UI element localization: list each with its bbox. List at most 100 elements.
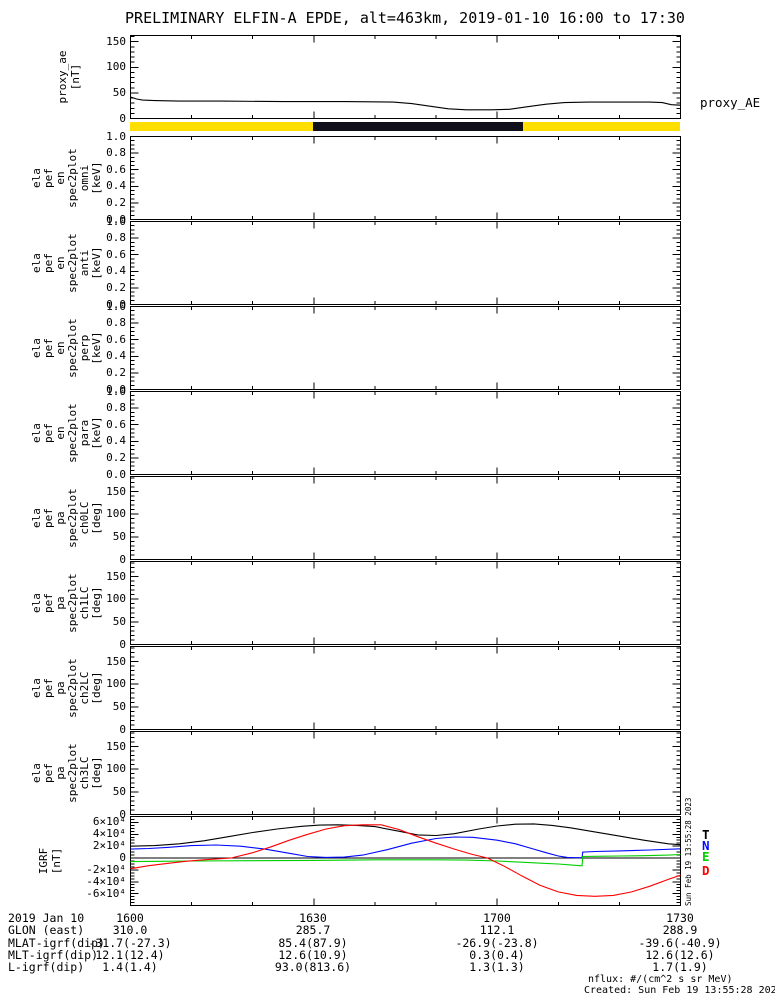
y-tick-label: 1.0 — [106, 384, 126, 398]
y-tick-label: 4×10⁴ — [92, 827, 126, 841]
y-tick-label: 0.0 — [106, 212, 126, 226]
y-tick-label: 0.4 — [106, 264, 126, 278]
panel-en-anti — [130, 221, 681, 305]
y-axis-label: [deg] — [90, 755, 103, 790]
y-axis-label: [deg] — [90, 500, 103, 535]
panel-proxy-ae — [130, 35, 681, 119]
y-tick-label: 0.0 — [106, 382, 126, 396]
y-axis-label: [nT] — [50, 847, 63, 874]
y-tick-label: 0.8 — [106, 316, 126, 330]
y-tick-label: 100 — [106, 677, 126, 691]
y-axis-label: [keV] — [90, 415, 103, 450]
y-tick-label: 6×10⁴ — [92, 815, 126, 829]
y-tick-label: 100 — [106, 592, 126, 606]
y-tick-label: 0.6 — [106, 162, 126, 176]
y-tick-label: 0.8 — [106, 146, 126, 160]
y-tick-label: 50 — [112, 529, 126, 543]
y-tick-label: 0 — [119, 111, 126, 125]
ephemeris-row-label: MLAT-igrf(dip) — [8, 936, 105, 950]
y-tick-label: 0.6 — [106, 417, 126, 431]
y-tick-label: 0.6 — [106, 247, 126, 261]
y-tick-label: 2×10⁴ — [92, 839, 126, 853]
created-timestamp: Created: Sun Feb 19 13:55:28 2023 — [584, 985, 775, 996]
ephemeris-value: 1.4(1.4) — [102, 960, 158, 974]
y-axis-label: [nT] — [69, 63, 82, 90]
series-D — [130, 824, 681, 897]
y-tick-label: 0.2 — [106, 280, 126, 294]
panel-pa-ch3lc — [130, 731, 681, 815]
y-tick-label: -2×10⁴ — [86, 862, 126, 876]
x-tick-label: 1630 — [299, 911, 327, 925]
y-tick-label: -4×10⁴ — [86, 874, 126, 888]
y-tick-label: 50 — [112, 699, 126, 713]
ephemeris-value: 93.0(813.6) — [274, 960, 352, 974]
ephemeris-value: 288.9 — [662, 923, 698, 937]
y-tick-label: 1.0 — [106, 214, 126, 228]
y-tick-label: 0 — [119, 637, 126, 651]
legend-item-T: T — [702, 827, 710, 842]
y-tick-label: 150 — [106, 484, 126, 498]
ephemeris-value: 1.3(1.3) — [469, 960, 525, 974]
ephemeris-value: 0.3(0.4) — [469, 948, 525, 962]
y-tick-label: -6×10⁴ — [86, 886, 126, 900]
panel-en-omni — [130, 136, 681, 220]
ephemeris-value: -39.6(-40.9) — [638, 936, 722, 950]
legend-item-N: N — [702, 838, 710, 853]
y-tick-label: 0.4 — [106, 179, 126, 193]
y-tick-label: 150 — [106, 654, 126, 668]
y-tick-label: 0.2 — [106, 365, 126, 379]
ephemeris-value: 310.0 — [112, 923, 148, 937]
y-axis-label: [keV] — [90, 160, 103, 195]
legend-item-D: D — [702, 863, 710, 878]
panel-en-perp — [130, 306, 681, 390]
proxy-ae-series-label: proxy_AE — [700, 95, 761, 110]
y-axis-label: proxy_ae — [56, 50, 69, 103]
ephemeris-value: 12.6(10.9) — [278, 948, 348, 962]
ephemeris-value: 12.6(12.6) — [645, 948, 715, 962]
y-tick-label: 0 — [119, 552, 126, 566]
ephemeris-value: 112.1 — [479, 923, 515, 937]
ephemeris-value: 12.1(12.4) — [95, 948, 165, 962]
flux-units-note: nflux: #/(cm^2 s sr MeV) — [588, 974, 733, 985]
ephemeris-row-label: 2019 Jan 10 — [8, 911, 85, 925]
y-tick-label: 150 — [106, 569, 126, 583]
y-tick-label: 0.8 — [106, 401, 126, 415]
panel-igrf — [130, 816, 681, 906]
y-tick-label: 50 — [112, 614, 126, 628]
y-axis-label: [keV] — [90, 330, 103, 365]
status-bar-segment — [313, 122, 523, 131]
y-tick-label: 0.8 — [106, 231, 126, 245]
y-tick-label: 150 — [106, 34, 126, 48]
ephemeris-value: -31.7(-27.3) — [88, 936, 172, 950]
y-axis-label: [deg] — [90, 670, 103, 705]
panel-pa-ch2lc — [130, 646, 681, 730]
y-tick-label: 1.0 — [106, 299, 126, 313]
y-axis-label: [deg] — [90, 585, 103, 620]
y-tick-label: 100 — [106, 60, 126, 74]
y-tick-label: 0.0 — [106, 467, 126, 481]
ephemeris-value: -26.9(-23.8) — [455, 936, 539, 950]
y-tick-label: 50 — [112, 784, 126, 798]
y-tick-label: 0 — [119, 807, 126, 821]
y-tick-label: 0.4 — [106, 434, 126, 448]
page-title: PRELIMINARY ELFIN-A EPDE, alt=463km, 201… — [125, 9, 685, 27]
series-N — [130, 836, 681, 859]
y-tick-label: 0.2 — [106, 450, 126, 464]
series-proxy_AE — [130, 96, 681, 111]
y-tick-label: 0.6 — [106, 332, 126, 346]
y-tick-label: 100 — [106, 762, 126, 776]
y-tick-label: 0 — [119, 851, 126, 864]
panel-en-para — [130, 391, 681, 475]
legend-item-E: E — [702, 849, 710, 864]
y-tick-label: 0.4 — [106, 349, 126, 363]
timestamp-watermark: Sun Feb 19 13:55:28 2023 — [684, 797, 693, 906]
y-tick-label: 50 — [112, 85, 126, 99]
series-T — [130, 823, 681, 847]
ephemeris-value: 285.7 — [295, 923, 331, 937]
panel-pa-ch1lc — [130, 561, 681, 645]
ephemeris-row-label: GLON (east) — [8, 923, 85, 937]
y-tick-label: 1.0 — [106, 129, 126, 143]
y-tick-label: 100 — [106, 507, 126, 521]
ephemeris-value: 85.4(87.9) — [278, 936, 348, 950]
x-tick-label: 1730 — [666, 911, 694, 925]
